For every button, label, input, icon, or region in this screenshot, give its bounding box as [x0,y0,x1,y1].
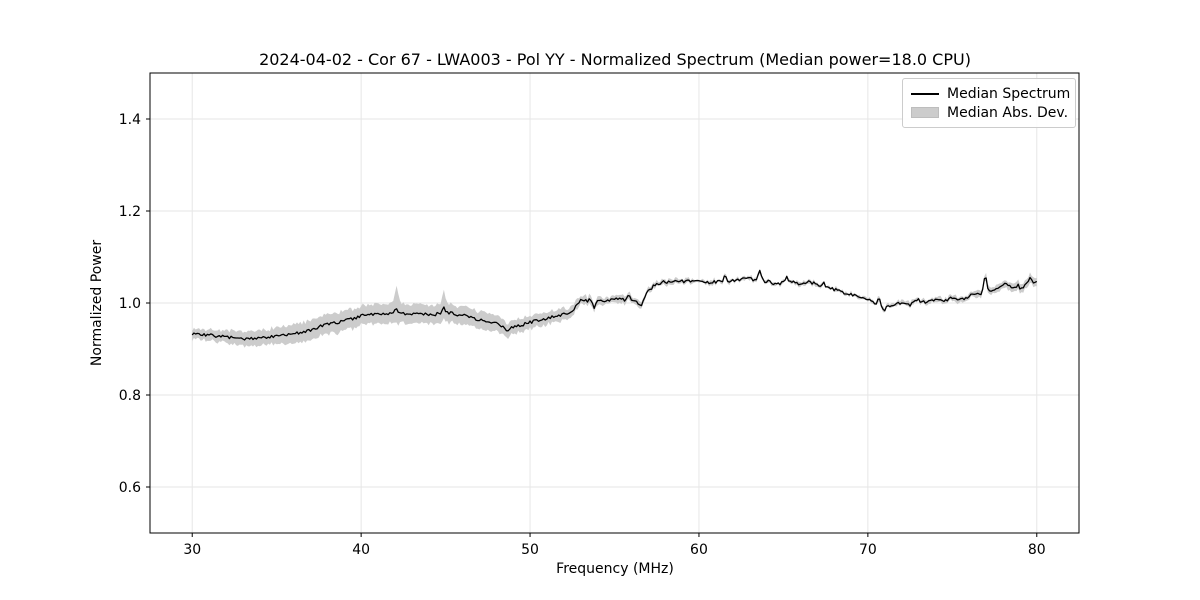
y-tick-label: 0.8 [119,388,141,404]
x-tick-label: 70 [859,542,877,558]
y-tick-label: 1.2 [119,204,141,220]
legend: Median Spectrum Median Abs. Dev. [902,78,1076,128]
x-tick-label: 80 [1028,542,1046,558]
mad-band-swatch [911,107,939,118]
y-tick-label: 1.4 [119,112,141,128]
median-abs-dev-band [192,269,1037,348]
x-tick-label: 30 [183,542,201,558]
legend-label-median-abs-dev: Median Abs. Dev. [947,104,1069,121]
y-tick-label: 1.0 [119,296,141,312]
x-axis-label: Frequency (MHz) [556,561,674,577]
legend-label-median-spectrum: Median Spectrum [947,85,1071,102]
x-tick-label: 60 [690,542,708,558]
chart-title: 2024-04-02 - Cor 67 - LWA003 - Pol YY - … [259,50,971,69]
legend-row-median-spectrum: Median Spectrum [911,84,1071,103]
x-tick-label: 50 [521,542,539,558]
legend-row-median-abs-dev: Median Abs. Dev. [911,103,1069,122]
y-axis-label: Normalized Power [89,239,105,367]
median-spectrum-line-swatch [911,92,939,95]
x-tick-label: 40 [352,542,370,558]
y-tick-label: 0.6 [119,480,141,496]
median-spectrum-line [191,269,1038,341]
